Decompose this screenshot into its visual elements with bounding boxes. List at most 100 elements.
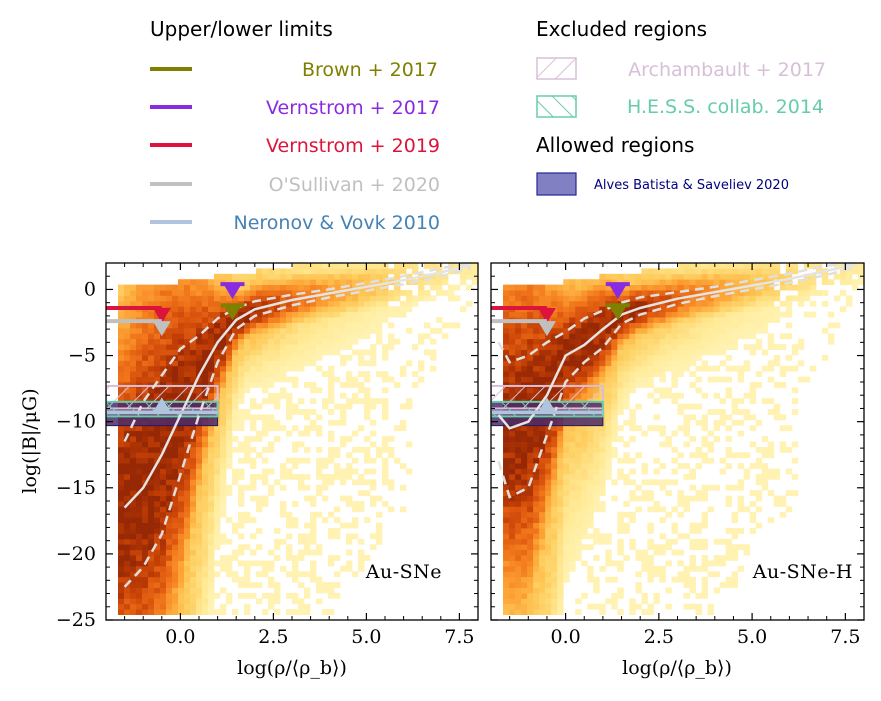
density-cell: [749, 398, 757, 405]
density-cell: [671, 371, 678, 377]
density-cell: [503, 300, 510, 307]
density-cell: [124, 463, 131, 469]
density-cell: [370, 344, 377, 350]
density-cell: [226, 365, 233, 372]
density-cell: [304, 430, 311, 437]
density-cell: [551, 549, 558, 556]
density-cell: [196, 565, 203, 572]
density-cell: [382, 317, 389, 323]
density-cell: [310, 549, 317, 556]
density-cell: [563, 333, 570, 340]
density-cell: [695, 306, 702, 313]
density-cell: [328, 382, 335, 388]
density-cell: [268, 333, 275, 340]
density-cell: [376, 511, 383, 518]
density-cell: [328, 582, 335, 588]
density-cell: [611, 436, 618, 442]
density-cell: [635, 365, 642, 372]
density-cell: [725, 549, 733, 556]
density-cell: [623, 290, 630, 296]
density-cell: [647, 490, 654, 496]
density-cell: [292, 284, 299, 291]
density-cell: [394, 268, 401, 275]
density-cell: [196, 479, 203, 486]
density-cell: [142, 290, 149, 296]
density-cell: [803, 273, 811, 280]
density-cell: [298, 327, 305, 334]
density-cell: [719, 560, 727, 567]
density-cell: [629, 344, 636, 350]
density-cell: [641, 333, 648, 340]
density-cell: [340, 306, 347, 313]
density-cell: [148, 576, 155, 583]
density-cell: [214, 473, 221, 480]
density-cell: [298, 555, 305, 561]
density-cell: [569, 436, 576, 442]
density-cell: [328, 555, 335, 561]
density-cell: [515, 484, 522, 491]
density-cell: [172, 549, 179, 556]
density-cell: [364, 457, 371, 464]
density-cell: [617, 322, 624, 329]
density-cell: [394, 425, 401, 432]
density-cell: [533, 349, 540, 356]
density-cell: [184, 441, 191, 448]
density-cell: [202, 565, 209, 572]
density-cell: [797, 300, 805, 307]
density-cell: [238, 311, 245, 318]
density-cell: [539, 376, 546, 383]
density-cell: [190, 538, 197, 545]
density-cell: [689, 484, 696, 491]
density-cell: [503, 371, 510, 377]
density-cell: [509, 479, 516, 486]
density-cell: [629, 511, 636, 518]
density-cell: [130, 544, 137, 551]
density-cell: [370, 349, 377, 356]
density-cell: [509, 430, 516, 437]
density-cell: [328, 511, 335, 518]
density-cell: [280, 284, 287, 291]
density-cell: [202, 522, 209, 529]
density-cell: [731, 344, 739, 350]
density-cell: [130, 300, 137, 307]
density-cell: [196, 517, 203, 524]
density-cell: [503, 327, 510, 334]
density-cell: [334, 311, 341, 318]
density-cell: [268, 425, 275, 432]
limit-marker: [608, 284, 627, 300]
density-cell: [713, 571, 721, 578]
density-cell: [569, 376, 576, 383]
density-cell: [803, 263, 811, 269]
density-cell: [226, 344, 233, 350]
density-cell: [208, 284, 215, 291]
density-cell: [130, 473, 137, 480]
density-cell: [346, 273, 353, 280]
density-cell: [533, 511, 540, 518]
density-cell: [539, 463, 546, 469]
density-cell: [232, 522, 239, 529]
density-cell: [635, 317, 642, 323]
density-cell: [148, 544, 155, 551]
density-cell: [208, 311, 215, 318]
density-cell: [527, 549, 534, 556]
density-cell: [418, 290, 425, 296]
density-cell: [208, 295, 215, 302]
density-cell: [304, 603, 311, 610]
density-cell: [845, 279, 853, 286]
density-cell: [460, 263, 467, 269]
density-cell: [178, 446, 185, 453]
density-cell: [563, 479, 570, 486]
density-cell: [593, 490, 600, 496]
density-cell: [238, 419, 245, 426]
density-cell: [184, 473, 191, 480]
density-cell: [250, 484, 257, 491]
density-cell: [569, 279, 576, 286]
density-cell: [725, 463, 733, 469]
density-cell: [713, 333, 721, 340]
density-cell: [232, 322, 239, 329]
density-cell: [244, 603, 251, 610]
density-cell: [791, 268, 799, 275]
density-cell: [382, 290, 389, 296]
density-cell: [641, 382, 648, 388]
